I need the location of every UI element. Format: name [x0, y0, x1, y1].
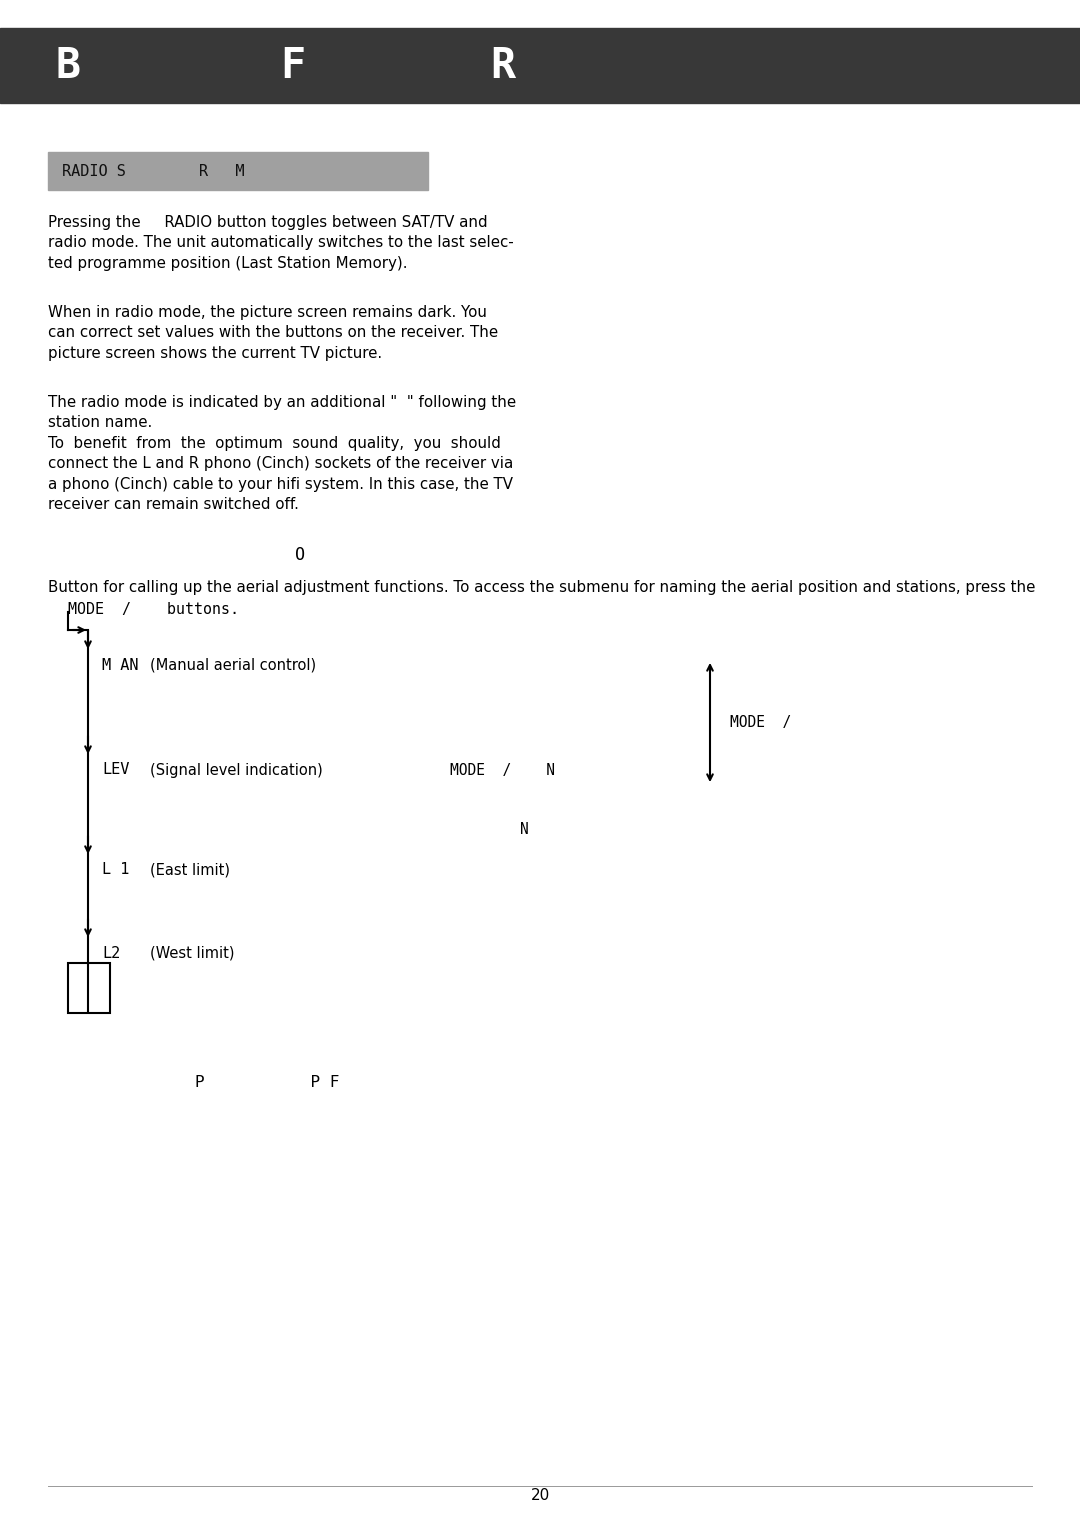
Text: R: R [490, 44, 515, 87]
Text: 20: 20 [530, 1488, 550, 1504]
Text: (West limit): (West limit) [150, 946, 234, 961]
Text: N: N [519, 822, 529, 837]
Text: MODE  /: MODE / [730, 715, 792, 730]
Text: (Signal level indication): (Signal level indication) [150, 762, 323, 778]
Bar [0, 28, 1080, 102]
Bar [48, 151, 428, 189]
Text: Pressing the     RADIO button toggles between SAT/TV and
radio mode. The unit au: Pressing the RADIO button toggles betwee… [48, 215, 514, 270]
Bar [68, 963, 110, 1013]
Text: M AN: M AN [102, 657, 138, 672]
Text: RADIO S        R   M: RADIO S R M [62, 163, 244, 179]
Text: LEV: LEV [102, 762, 130, 778]
Text: The radio mode is indicated by an additional "  " following the
station name.
To: The radio mode is indicated by an additi… [48, 396, 516, 512]
Text: MODE  /    N: MODE / N [450, 762, 555, 778]
Text: (Manual aerial control): (Manual aerial control) [150, 657, 316, 672]
Text: MODE  /    buttons.: MODE / buttons. [68, 602, 239, 617]
Text: (East limit): (East limit) [150, 862, 230, 877]
Text: B: B [55, 44, 80, 87]
Text: When in radio mode, the picture screen remains dark. You
can correct set values : When in radio mode, the picture screen r… [48, 306, 498, 361]
Text: F: F [280, 44, 305, 87]
Text: O: O [295, 545, 305, 564]
Text: L2: L2 [102, 946, 120, 961]
Text: P           P F: P P F [195, 1076, 339, 1089]
Text: L 1: L 1 [102, 862, 130, 877]
Text: Button for calling up the aerial adjustment functions. To access the submenu for: Button for calling up the aerial adjustm… [48, 581, 1036, 594]
